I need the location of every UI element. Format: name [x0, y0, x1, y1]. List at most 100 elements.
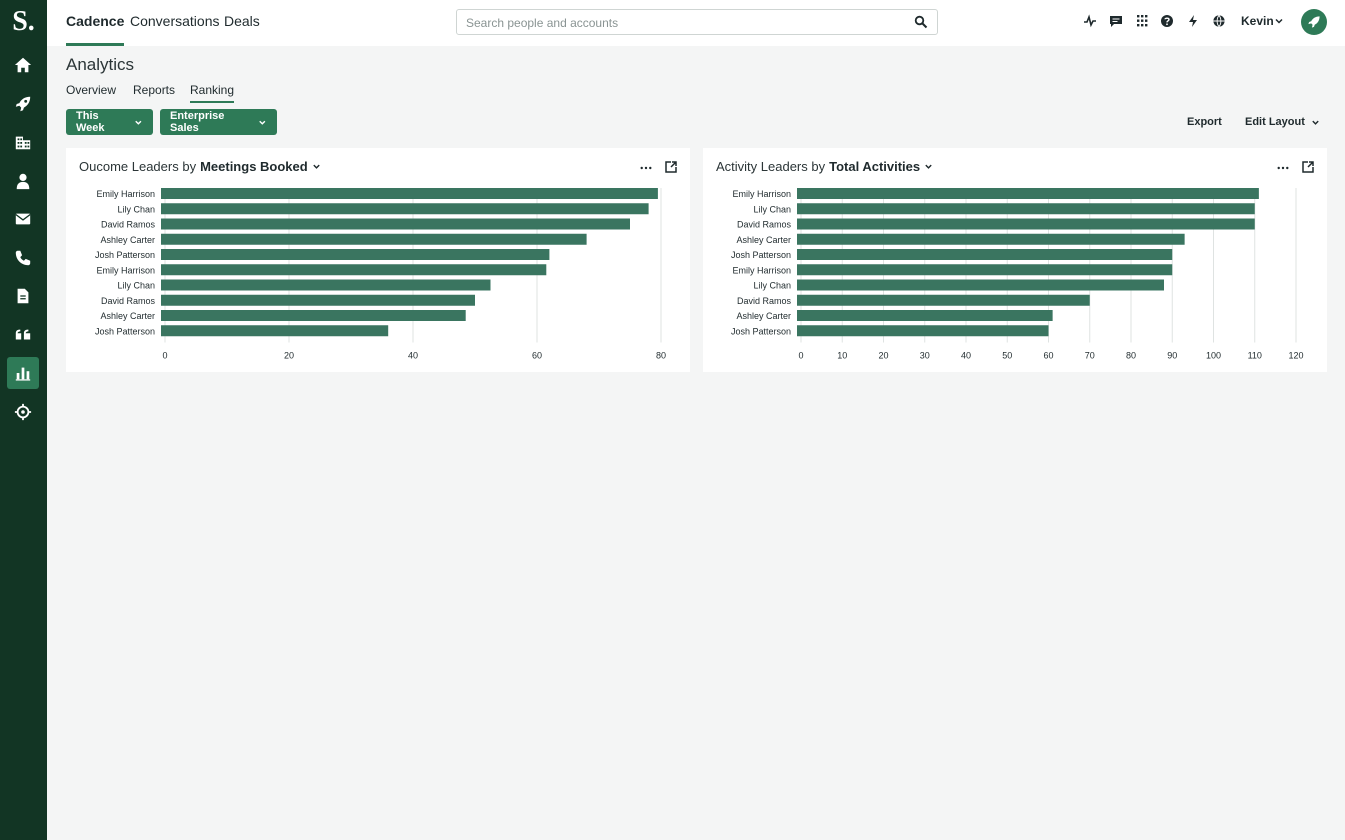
home-icon[interactable]: [7, 49, 39, 81]
search-box: [456, 9, 938, 35]
analytics-icon[interactable]: [7, 357, 39, 389]
meetings-booked-chart: Emily Harrison Lily Chan David Ramos Ashley…: [95, 188, 666, 361]
edit-layout-label: Edit Layout: [1245, 116, 1305, 128]
category-label: David Ramos: [101, 296, 156, 306]
panel-title: Activity Leaders by Total Activities: [716, 159, 933, 174]
chevron-down-icon[interactable]: [924, 162, 933, 171]
panel-title-prefix: Oucome Leaders by: [79, 159, 197, 174]
category-label: Ashley Carter: [100, 311, 155, 321]
metric-selector[interactable]: Meetings Booked: [200, 159, 308, 174]
category-label: David Ramos: [737, 296, 792, 306]
chart-bar: [797, 188, 1259, 199]
tab-conversations[interactable]: Conversations: [130, 13, 220, 29]
x-tick-label: 80: [1126, 351, 1136, 361]
chart-bar: [797, 249, 1173, 260]
x-tick-label: 20: [284, 351, 294, 361]
more-options-icon[interactable]: [1276, 162, 1290, 174]
chevron-down-icon[interactable]: [312, 162, 321, 171]
chart-bar: [161, 233, 587, 245]
phone-icon[interactable]: [7, 242, 39, 274]
chart-bar: [797, 310, 1053, 321]
period-filter-label: This Week: [76, 110, 105, 134]
chart-bar: [161, 249, 550, 260]
x-tick-label: 0: [162, 351, 167, 361]
chart-bar: [797, 325, 1049, 337]
x-tick-label: 10: [837, 351, 847, 361]
tab-deals[interactable]: Deals: [224, 13, 260, 29]
bolt-icon[interactable]: [1186, 14, 1200, 28]
category-label: Lily Chan: [117, 281, 155, 291]
category-label: Emily Harrison: [96, 189, 155, 199]
chevron-down-icon[interactable]: [1274, 16, 1284, 26]
x-tick-label: 60: [532, 351, 542, 361]
x-tick-label: 100: [1206, 351, 1221, 361]
x-tick-label: 80: [656, 351, 666, 361]
quote-icon[interactable]: [7, 319, 39, 351]
panel-title: Oucome Leaders by Meetings Booked: [79, 159, 321, 174]
period-filter-button[interactable]: This Week: [66, 109, 153, 135]
activity-icon[interactable]: [1083, 14, 1097, 28]
crosshair-icon[interactable]: [7, 396, 39, 428]
x-tick-label: 90: [1167, 351, 1177, 361]
chart-bar: [161, 294, 475, 306]
category-label: Josh Patterson: [95, 250, 155, 260]
person-icon[interactable]: [7, 165, 39, 197]
category-label: Lily Chan: [753, 281, 791, 291]
tab-cadence[interactable]: Cadence: [66, 0, 125, 46]
category-label: Lily Chan: [117, 204, 155, 214]
category-label: Emily Harrison: [732, 189, 791, 199]
x-tick-label: 70: [1085, 351, 1095, 361]
export-label: Export: [1187, 116, 1222, 128]
x-tick-label: 0: [798, 351, 803, 361]
chart-bar: [797, 264, 1173, 276]
edit-layout-button[interactable]: Edit Layout: [1245, 116, 1320, 128]
user-menu-name[interactable]: Kevin: [1241, 14, 1274, 28]
meetings-booked-panel: Emily Harrison Lily Chan David Ramos Ashley…: [66, 148, 690, 372]
category-label: Emily Harrison: [96, 265, 155, 275]
export-button[interactable]: Export: [1187, 116, 1222, 128]
mail-icon[interactable]: [7, 203, 39, 235]
chart-bar: [797, 233, 1185, 245]
category-label: Ashley Carter: [736, 311, 791, 321]
expand-icon[interactable]: [1302, 161, 1314, 173]
chart-bar: [161, 188, 658, 199]
document-icon[interactable]: [7, 280, 39, 312]
search-input[interactable]: [466, 14, 906, 31]
x-tick-label: 40: [408, 351, 418, 361]
subtab-ranking[interactable]: Ranking: [190, 83, 235, 103]
building-icon[interactable]: [7, 126, 39, 158]
category-label: Josh Patterson: [95, 326, 155, 336]
rocket-icon[interactable]: [7, 88, 39, 120]
chart-bar: [797, 294, 1090, 306]
category-label: David Ramos: [737, 220, 792, 230]
app-logo[interactable]: S.: [12, 6, 35, 37]
sidebar: S.: [0, 0, 47, 840]
chat-icon[interactable]: [1109, 14, 1123, 28]
search-icon[interactable]: [914, 15, 928, 29]
team-filter-button[interactable]: Enterprise Sales: [160, 109, 277, 135]
x-tick-label: 60: [1043, 351, 1053, 361]
metric-selector[interactable]: Total Activities: [829, 159, 921, 174]
apps-grid-icon[interactable]: [1135, 14, 1149, 28]
chart-bar: [161, 203, 649, 215]
help-icon[interactable]: [1160, 14, 1174, 28]
chevron-down-icon: [259, 120, 266, 125]
globe-icon[interactable]: [1212, 14, 1226, 28]
top-bar: Cadence Conversations Deals Kevin: [47, 0, 1345, 46]
subtab-overview[interactable]: Overview: [66, 83, 117, 97]
subtab-reports[interactable]: Reports: [133, 83, 176, 97]
more-options-icon[interactable]: [639, 162, 653, 174]
chart-bar: [161, 325, 389, 337]
expand-icon[interactable]: [665, 161, 677, 173]
chart-bar: [797, 279, 1164, 291]
x-tick-label: 120: [1288, 351, 1303, 361]
team-filter-label: Enterprise Sales: [170, 110, 225, 134]
chart-bar: [161, 218, 630, 230]
x-tick-label: 110: [1248, 351, 1262, 361]
total-activities-panel: Emily Harrison Lily Chan David Ramos Ashley…: [703, 148, 1327, 372]
chevron-down-icon: [135, 120, 142, 125]
category-label: Josh Patterson: [731, 326, 791, 336]
chevron-down-icon: [1312, 120, 1319, 125]
chart-bar: [161, 310, 466, 321]
avatar[interactable]: [1301, 9, 1327, 35]
